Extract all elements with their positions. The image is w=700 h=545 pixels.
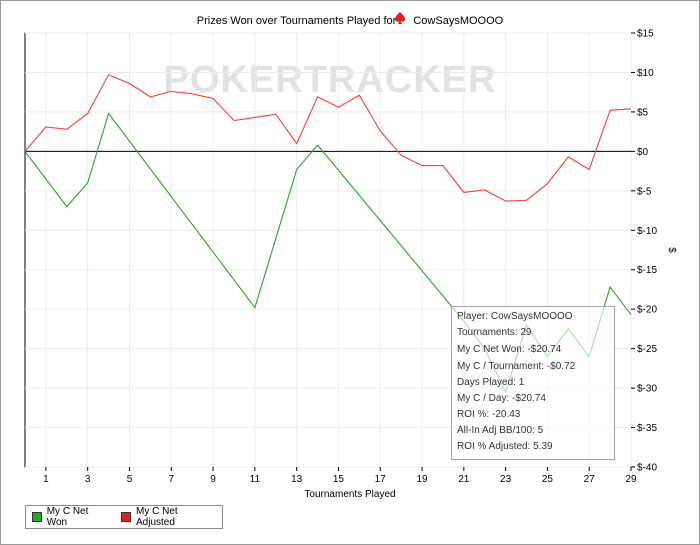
x-tick-label: 11 xyxy=(250,474,261,485)
tooltip-tournaments: Tournaments: 29 xyxy=(457,327,532,338)
x-tick-label: 9 xyxy=(210,474,216,485)
y-axis-label: $ xyxy=(666,247,677,253)
x-tick-label: 21 xyxy=(458,474,470,485)
tooltip-days-played: Days Played: 1 xyxy=(457,377,525,388)
x-tick-label: 23 xyxy=(500,474,512,485)
y-tick-label: $-35 xyxy=(637,423,657,434)
tooltip-net-won: My C Net Won: -$20.74 xyxy=(457,344,562,355)
x-tick-label: 13 xyxy=(291,474,303,485)
x-tick-label: 29 xyxy=(625,474,637,485)
series-line-net-adjusted xyxy=(24,74,632,202)
x-tick-label: 7 xyxy=(168,474,174,485)
y-tick-label: $10 xyxy=(637,68,654,79)
y-tick-label: $-10 xyxy=(637,226,657,237)
y-tick-label: $-30 xyxy=(637,384,657,395)
y-tick-label: $-40 xyxy=(637,463,657,474)
x-tick-label: 3 xyxy=(85,474,91,485)
legend-item-net-adjusted[interactable]: My C Net Adjusted xyxy=(121,506,216,528)
tooltip-allin-adj: All-In Adj BB/100: 5 xyxy=(457,425,544,436)
y-tick-label: $-25 xyxy=(637,344,657,355)
y-tick-label: $0 xyxy=(637,147,649,158)
y-axis-ticks: $15 $10 $5 $0 $-5 $-10 $-15 $-20 $-25 $-30 $-35 $-4… xyxy=(631,29,657,474)
player-spade-icon xyxy=(395,12,405,24)
y-tick-label: $-20 xyxy=(637,305,657,316)
tooltip-player: Player: CowSaysMOOOO xyxy=(457,311,573,322)
x-tick-label: 15 xyxy=(333,474,345,485)
legend-label-net-adjusted: My C Net Adjusted xyxy=(136,506,178,528)
tooltip-roi: ROI %: -20.43 xyxy=(457,409,521,420)
y-tick-label: $5 xyxy=(637,107,649,118)
x-tick-label: 25 xyxy=(542,474,554,485)
x-tick-label: 19 xyxy=(416,474,428,485)
chart-legend: My C Net Won My C Net Adjusted xyxy=(25,505,223,529)
y-tick-label: $-5 xyxy=(637,186,652,197)
tooltip-roi-adjusted: ROI % Adjusted: 5.39 xyxy=(457,441,553,452)
legend-swatch-net-won xyxy=(32,512,42,522)
legend-item-net-won[interactable]: My C Net Won xyxy=(32,506,109,528)
x-tick-label: 17 xyxy=(375,474,387,485)
x-axis-ticks: 1 3 5 7 9 11 13 15 17 19 21 23 25 27 29 xyxy=(43,467,637,485)
x-tick-label: 1 xyxy=(43,474,49,485)
x-axis-label: Tournaments Played xyxy=(304,489,395,500)
tooltip-per-tournament: My C / Tournament: -$0.72 xyxy=(457,361,576,372)
watermark: POKERTRACKER xyxy=(164,59,497,101)
y-tick-label: $-15 xyxy=(637,265,657,276)
x-tick-label: 27 xyxy=(584,474,596,485)
legend-swatch-net-adjusted xyxy=(121,512,132,522)
stats-tooltip: Player: CowSaysMOOOO Tournaments: 29 My … xyxy=(451,306,615,460)
legend-label-net-won: My C Net Won xyxy=(46,506,89,528)
tooltip-per-day: My C / Day: -$20.74 xyxy=(457,393,546,404)
gridlines xyxy=(25,32,632,468)
y-tick-label: $15 xyxy=(637,29,654,40)
chart-title: Prizes Won over Tournaments Played for C… xyxy=(197,15,504,27)
x-tick-label: 5 xyxy=(127,474,133,485)
